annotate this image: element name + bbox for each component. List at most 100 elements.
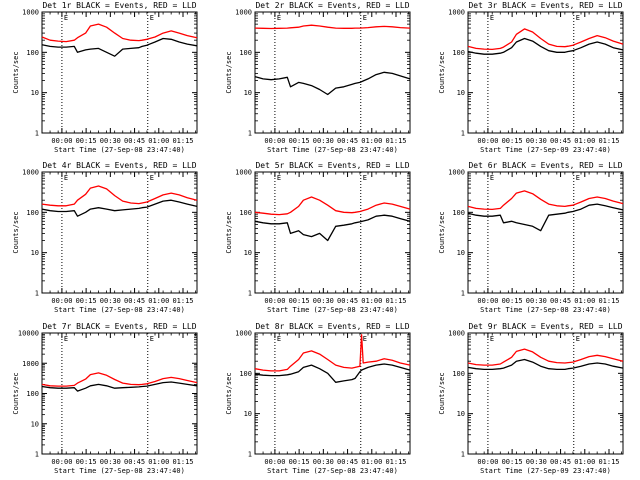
- y-tick-label: 100: [452, 209, 465, 217]
- y-tick-label: 10: [457, 249, 465, 257]
- y-tick-label: 1: [461, 130, 465, 138]
- chart-title: Det 2r BLACK = Events, RED = LLD: [255, 1, 409, 10]
- chart-panel-9: Det 9r BLACK = Events, RED = LLD 1 10 100 10…: [438, 322, 624, 475]
- y-tick-label: 100: [452, 49, 465, 57]
- x-tick-label: 01:00: [148, 137, 169, 145]
- chart-title: Det 9r BLACK = Events, RED = LLD: [468, 322, 622, 331]
- x-axis-label: Start Time (27-Sep-08 23:47:40): [267, 306, 398, 314]
- x-tick-label: 00:30: [100, 297, 121, 305]
- x-axis-label: Start Time (27-Sep-08 23:47:40): [54, 146, 185, 154]
- event-marker-label: E: [150, 174, 154, 182]
- y-tick-label: 10: [31, 89, 39, 97]
- plot-frame: [41, 11, 198, 134]
- chart-panel-2: Det 2r BLACK = Events, RED = LLD 1 10 100 10…: [225, 1, 411, 154]
- series-lld-line: [467, 190, 624, 211]
- x-tick-label: 01:00: [574, 458, 595, 466]
- y-tick-label: 1: [35, 451, 39, 459]
- event-marker-label: E: [490, 14, 494, 22]
- x-tick-label: 00:15: [502, 458, 523, 466]
- chart-panel-4: Det 4r BLACK = Events, RED = LLD 1 10 100 10…: [12, 161, 198, 314]
- y-axis-label: Counts/sec: [438, 211, 446, 253]
- series-events-line: [254, 363, 411, 383]
- y-tick-label: 1: [248, 130, 252, 138]
- x-tick-label: 00:45: [124, 297, 145, 305]
- y-axis-label: Counts/sec: [12, 51, 20, 93]
- series-events-line: [41, 199, 198, 217]
- x-tick-label: 00:15: [502, 137, 523, 145]
- x-axis-label: Start Time (27-Sep-09 23:47:40): [480, 146, 611, 154]
- x-tick-label: 00:45: [550, 458, 571, 466]
- y-tick-label: 100: [26, 390, 39, 398]
- event-marker-label: E: [277, 174, 281, 182]
- x-tick-label: 00:15: [76, 137, 97, 145]
- y-tick-label: 1000: [448, 169, 465, 177]
- x-axis-label: Start Time (27-Sep-08 23:47:40): [54, 306, 185, 314]
- event-marker-label: E: [490, 174, 494, 182]
- chart-title: Det 7r BLACK = Events, RED = LLD: [42, 322, 196, 331]
- x-tick-label: 00:15: [76, 297, 97, 305]
- series-lld-line: [467, 28, 624, 51]
- chart-panel-1: Det 1r BLACK = Events, RED = LLD 1 10 100 10…: [12, 1, 198, 154]
- x-tick-label: 00:45: [550, 297, 571, 305]
- x-tick-label: 00:15: [76, 458, 97, 466]
- series-events-line: [467, 37, 624, 55]
- x-tick-label: 01:00: [574, 297, 595, 305]
- y-axis-label: Counts/sec: [438, 51, 446, 93]
- event-marker-label: E: [277, 14, 281, 22]
- x-tick-label: 01:15: [598, 137, 619, 145]
- y-tick-label: 10000: [18, 330, 39, 338]
- x-tick-label: 01:00: [148, 297, 169, 305]
- y-tick-label: 1000: [235, 169, 252, 177]
- x-tick-label: 00:00: [264, 137, 285, 145]
- series-lld-line: [254, 24, 411, 30]
- series-events-line: [41, 381, 198, 392]
- event-marker-label: E: [576, 335, 580, 343]
- chart-panel-3: Det 3r BLACK = Events, RED = LLD 1 10 100 10…: [438, 1, 624, 154]
- x-tick-label: 01:00: [148, 458, 169, 466]
- plot-frame: [467, 11, 624, 134]
- x-tick-label: 00:15: [289, 297, 310, 305]
- x-tick-label: 00:30: [313, 297, 334, 305]
- x-tick-label: 00:45: [124, 458, 145, 466]
- x-tick-label: 00:30: [526, 137, 547, 145]
- x-tick-label: 00:00: [264, 297, 285, 305]
- y-axis-label: Counts/sec: [438, 372, 446, 414]
- chart-title: Det 3r BLACK = Events, RED = LLD: [468, 1, 622, 10]
- y-tick-label: 100: [239, 49, 252, 57]
- x-tick-label: 00:15: [502, 297, 523, 305]
- x-tick-label: 01:15: [172, 297, 193, 305]
- plot-frame: [41, 171, 198, 294]
- series-events-line: [254, 214, 411, 242]
- chart-panel-7: Det 7r BLACK = Events, RED = LLD 1 10 100 10…: [12, 322, 198, 475]
- x-tick-label: 01:15: [385, 458, 406, 466]
- x-tick-label: 00:45: [337, 137, 358, 145]
- x-axis-label: Start Time (27-Sep-09 23:47:40): [480, 467, 611, 475]
- x-tick-label: 00:00: [477, 297, 498, 305]
- y-tick-label: 100: [26, 209, 39, 217]
- x-tick-label: 00:30: [313, 458, 334, 466]
- y-tick-label: 1000: [448, 330, 465, 338]
- event-marker-label: E: [576, 174, 580, 182]
- x-tick-label: 01:15: [385, 137, 406, 145]
- y-tick-label: 10: [31, 420, 39, 428]
- x-tick-label: 00:30: [313, 137, 334, 145]
- series-events-line: [41, 37, 198, 57]
- x-tick-label: 01:00: [361, 137, 382, 145]
- series-lld-line: [41, 23, 198, 43]
- event-marker-label: E: [64, 335, 68, 343]
- event-marker-label: E: [64, 174, 68, 182]
- series-lld-line: [467, 348, 624, 366]
- x-tick-label: 00:45: [337, 458, 358, 466]
- y-tick-label: 1: [248, 451, 252, 459]
- x-tick-label: 00:30: [526, 297, 547, 305]
- x-axis-label: Start Time (27-Sep-08 23:47:40): [267, 467, 398, 475]
- x-tick-label: 00:15: [289, 458, 310, 466]
- series-lld-line: [41, 185, 198, 207]
- y-axis-label: Counts/sec: [12, 372, 20, 414]
- event-marker-label: E: [576, 14, 580, 22]
- x-tick-label: 00:30: [100, 458, 121, 466]
- y-tick-label: 10: [457, 410, 465, 418]
- plot-frame: [254, 332, 411, 455]
